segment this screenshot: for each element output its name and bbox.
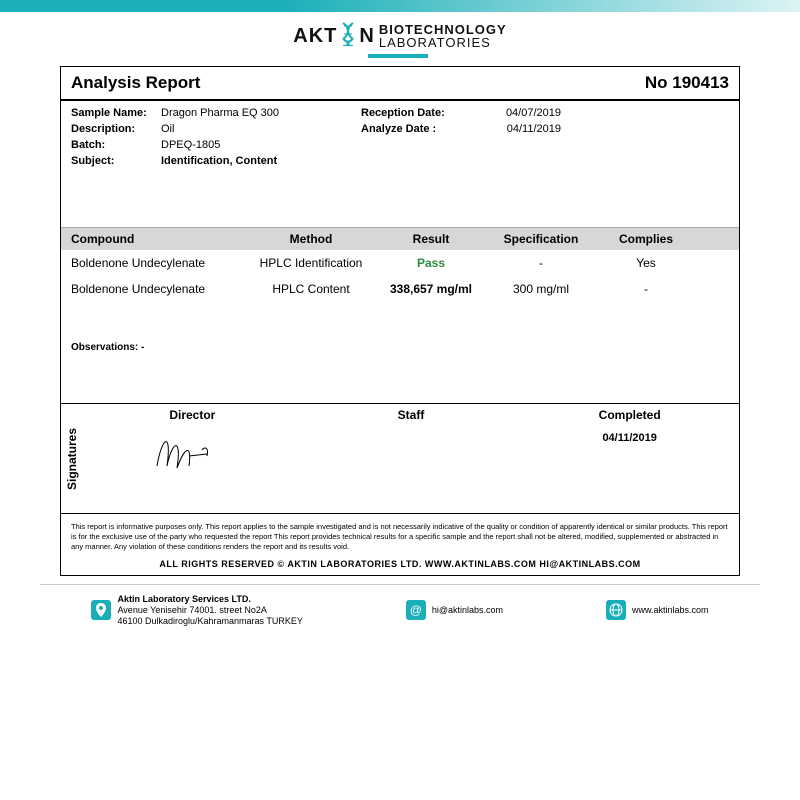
footer-web: www.aktinlabs.com (606, 600, 709, 620)
observations: Observations: - (61, 302, 739, 404)
analyze-value: 04/11/2019 (481, 123, 561, 135)
sig-completed-value: 04/11/2019 (520, 422, 739, 444)
cell-complies: Yes (601, 256, 691, 270)
footer-company: Aktin Laboratory Services LTD. (117, 594, 302, 605)
cell-spec: - (481, 256, 601, 270)
report-number: No 190413 (645, 73, 729, 93)
cell-method: HPLC Identification (241, 256, 381, 270)
footer-web-text: www.aktinlabs.com (632, 605, 709, 615)
sample-name-label: Sample Name: (71, 107, 161, 119)
th-spec: Specification (481, 232, 601, 246)
th-result: Result (381, 232, 481, 246)
brand-tagline: BIOTECHNOLOGY LABORATORIES (379, 23, 507, 49)
sig-director-label: Director (83, 408, 302, 422)
description-value: Oil (161, 123, 361, 135)
top-stripe (0, 0, 800, 12)
batch-label: Batch: (71, 139, 161, 151)
brand-text-left: AKT (293, 25, 337, 48)
at-icon: @ (406, 600, 426, 620)
sig-staff-label: Staff (302, 408, 521, 422)
cell-method: HPLC Content (241, 282, 381, 296)
footer: Aktin Laboratory Services LTD. Avenue Ye… (0, 588, 800, 632)
director-signature (83, 426, 302, 479)
brand-line2: LABORATORIES (379, 35, 491, 50)
info-block: Sample Name: Dragon Pharma EQ 300 Recept… (61, 101, 739, 228)
page: AKT N BIOTECHNOLOGY LABORATORIES Analysi… (0, 12, 800, 576)
teal-underline (368, 54, 428, 58)
footer-addr2: 46100 Dulkadiroglu/Kahramanmaras TURKEY (117, 616, 302, 627)
cell-spec: 300 mg/ml (481, 282, 601, 296)
th-complies: Complies (601, 232, 691, 246)
sig-completed-label: Completed (520, 408, 739, 422)
reception-value: 04/07/2019 (481, 107, 561, 119)
cell-result: 338,657 mg/ml (381, 282, 481, 296)
info-grid: Sample Name: Dragon Pharma EQ 300 Recept… (71, 107, 729, 167)
footer-addr1: Avenue Yenisehir 74001. street No2A (117, 605, 302, 616)
batch-value: DPEQ-1805 (161, 139, 361, 151)
footer-address: Aktin Laboratory Services LTD. Avenue Ye… (91, 594, 302, 626)
footer-email-text: hi@aktinlabs.com (432, 605, 503, 615)
report-title: Analysis Report (71, 73, 200, 93)
table-row: Boldenone Undecylenate HPLC Content 338,… (61, 276, 739, 302)
rights-text: ALL RIGHTS RESERVED © AKTIN LABORATORIES… (61, 555, 739, 575)
title-row: Analysis Report No 190413 (61, 67, 739, 101)
cell-complies: - (601, 282, 691, 296)
cell-result: Pass (381, 256, 481, 270)
no-label: No (645, 73, 668, 92)
sample-name-value: Dragon Pharma EQ 300 (161, 107, 361, 119)
globe-icon (606, 600, 626, 620)
table-row: Boldenone Undecylenate HPLC Identificati… (61, 250, 739, 276)
dna-icon (341, 22, 355, 50)
th-compound: Compound (71, 232, 241, 246)
reception-label: Reception Date: (361, 107, 481, 119)
no-value: 190413 (672, 73, 729, 92)
analyze-label: Analyze Date : (361, 123, 481, 135)
signatures-columns: Director Staff Completed 04/11/2019 (83, 404, 739, 513)
description-label: Description: (71, 123, 161, 135)
signatures-section: Signatures Director Staff Completed 04/1… (61, 404, 739, 514)
signatures-label: Signatures (61, 404, 83, 513)
disclaimer-text: This report is informative purposes only… (61, 514, 739, 555)
th-method: Method (241, 232, 381, 246)
logo-area: AKT N BIOTECHNOLOGY LABORATORIES (60, 22, 740, 58)
subject-label: Subject: (71, 155, 161, 167)
footer-email: @ hi@aktinlabs.com (406, 600, 503, 620)
cell-compound: Boldenone Undecylenate (71, 282, 241, 296)
report-box: Analysis Report No 190413 Sample Name: D… (60, 66, 740, 576)
brand-text-right: N (359, 25, 374, 48)
cell-compound: Boldenone Undecylenate (71, 256, 241, 270)
subject-value: Identification, Content (161, 155, 361, 167)
brand-logo: AKT N BIOTECHNOLOGY LABORATORIES (293, 22, 506, 50)
table-header: Compound Method Result Specification Com… (61, 228, 739, 250)
pin-icon (91, 600, 111, 620)
